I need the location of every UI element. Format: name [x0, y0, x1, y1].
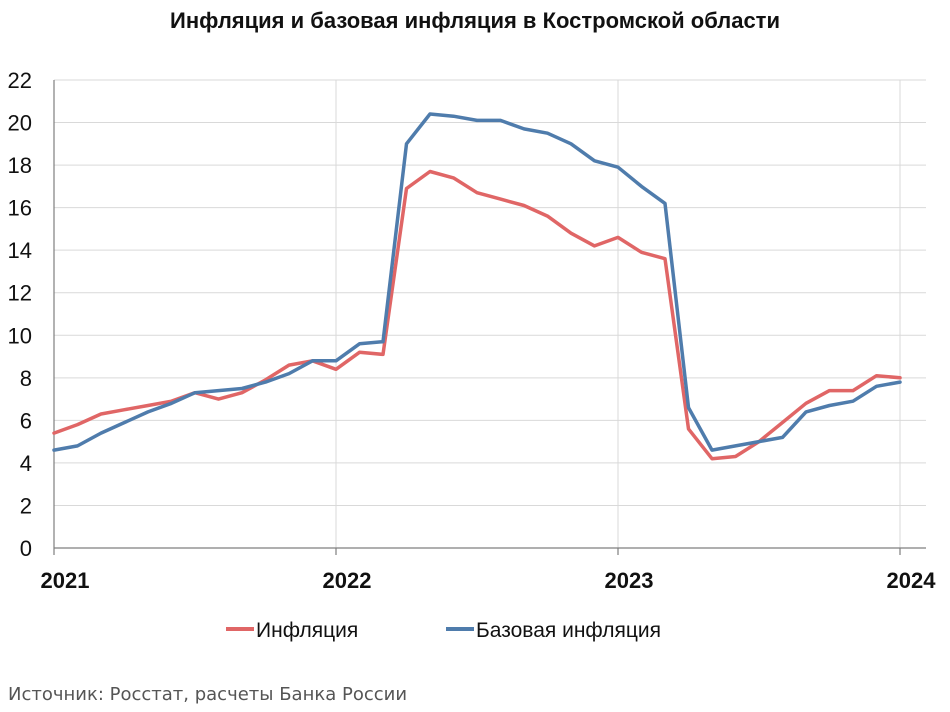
- legend: Инфляция Базовая инфляция: [226, 619, 661, 642]
- y-tick-label: 16: [8, 196, 32, 221]
- y-tick-label: 6: [20, 408, 32, 433]
- legend-label: Базовая инфляция: [476, 619, 661, 642]
- y-tick-label: 14: [8, 238, 32, 263]
- grid-layer: [54, 79, 926, 548]
- series-line-inflation: [52, 169, 902, 461]
- x-tick-label: 2024: [887, 568, 937, 593]
- y-tick-label: 18: [8, 153, 32, 178]
- series-layer: [52, 112, 902, 461]
- y-tick-label: 0: [20, 536, 32, 561]
- legend-label: Инфляция: [256, 619, 358, 642]
- chart-title: Инфляция и базовая инфляция в Костромско…: [170, 8, 780, 33]
- x-tick-label: 2022: [323, 568, 372, 593]
- y-tick-label: 8: [20, 366, 32, 391]
- series-line-core-inflation: [52, 112, 902, 452]
- y-tick-label: 4: [20, 451, 32, 476]
- x-tick-label: 2023: [605, 568, 654, 593]
- y-tick-label: 22: [8, 68, 32, 93]
- source-note: Источник: Росстат, расчеты Банка России: [8, 684, 408, 705]
- x-tick-label: 2021: [41, 568, 90, 593]
- y-tick-label: 10: [8, 323, 32, 348]
- y-tick-label: 20: [8, 111, 32, 136]
- y-tick-label: 2: [20, 493, 32, 518]
- y-tick-label: 12: [8, 281, 32, 306]
